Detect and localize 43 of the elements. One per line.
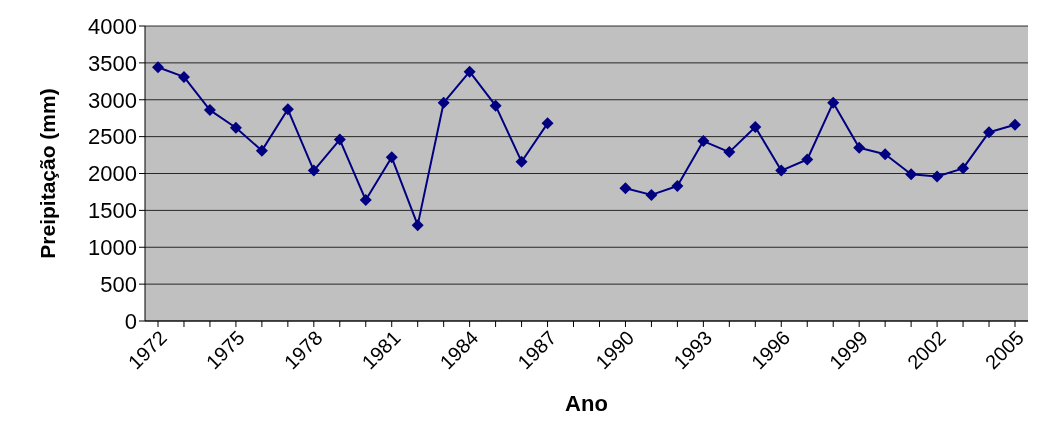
- point: [437, 96, 450, 109]
- y-axis-title: Preipitação (mm): [36, 88, 60, 259]
- point: [463, 65, 476, 78]
- point: [775, 164, 788, 177]
- point: [255, 144, 268, 157]
- point: [801, 153, 814, 166]
- point: [515, 155, 528, 168]
- point: [671, 180, 684, 193]
- point: [697, 135, 710, 148]
- point: [385, 151, 398, 164]
- y-tick-label: 2500: [88, 124, 137, 150]
- y-tick-label: 3000: [88, 87, 137, 113]
- point: [152, 61, 164, 74]
- point: [645, 188, 658, 201]
- x-axis-title: Ano: [565, 391, 608, 416]
- point: [203, 104, 216, 117]
- point: [411, 219, 424, 232]
- point: [957, 162, 970, 175]
- point: [619, 182, 632, 195]
- point: [307, 164, 320, 177]
- point: [853, 141, 866, 154]
- y-tick-label: 4000: [88, 13, 137, 39]
- point: [281, 103, 294, 116]
- point: [879, 148, 892, 161]
- y-tick-label: 3500: [88, 50, 137, 76]
- point: [931, 170, 944, 183]
- y-tick-label: 500: [100, 271, 137, 297]
- point: [541, 117, 554, 130]
- point: [359, 194, 372, 207]
- point: [489, 99, 502, 112]
- point: [177, 70, 190, 83]
- point: [723, 146, 736, 159]
- point: [1009, 118, 1021, 131]
- point: [827, 96, 840, 109]
- point: [905, 168, 918, 181]
- point: [229, 121, 242, 134]
- point: [749, 121, 762, 134]
- y-tick-label: 1000: [88, 235, 137, 261]
- y-tick-label: 0: [124, 308, 137, 334]
- y-tick-label: 1500: [88, 198, 137, 224]
- point: [983, 126, 996, 139]
- point: [333, 133, 346, 146]
- y-tick-label: 2000: [88, 161, 137, 187]
